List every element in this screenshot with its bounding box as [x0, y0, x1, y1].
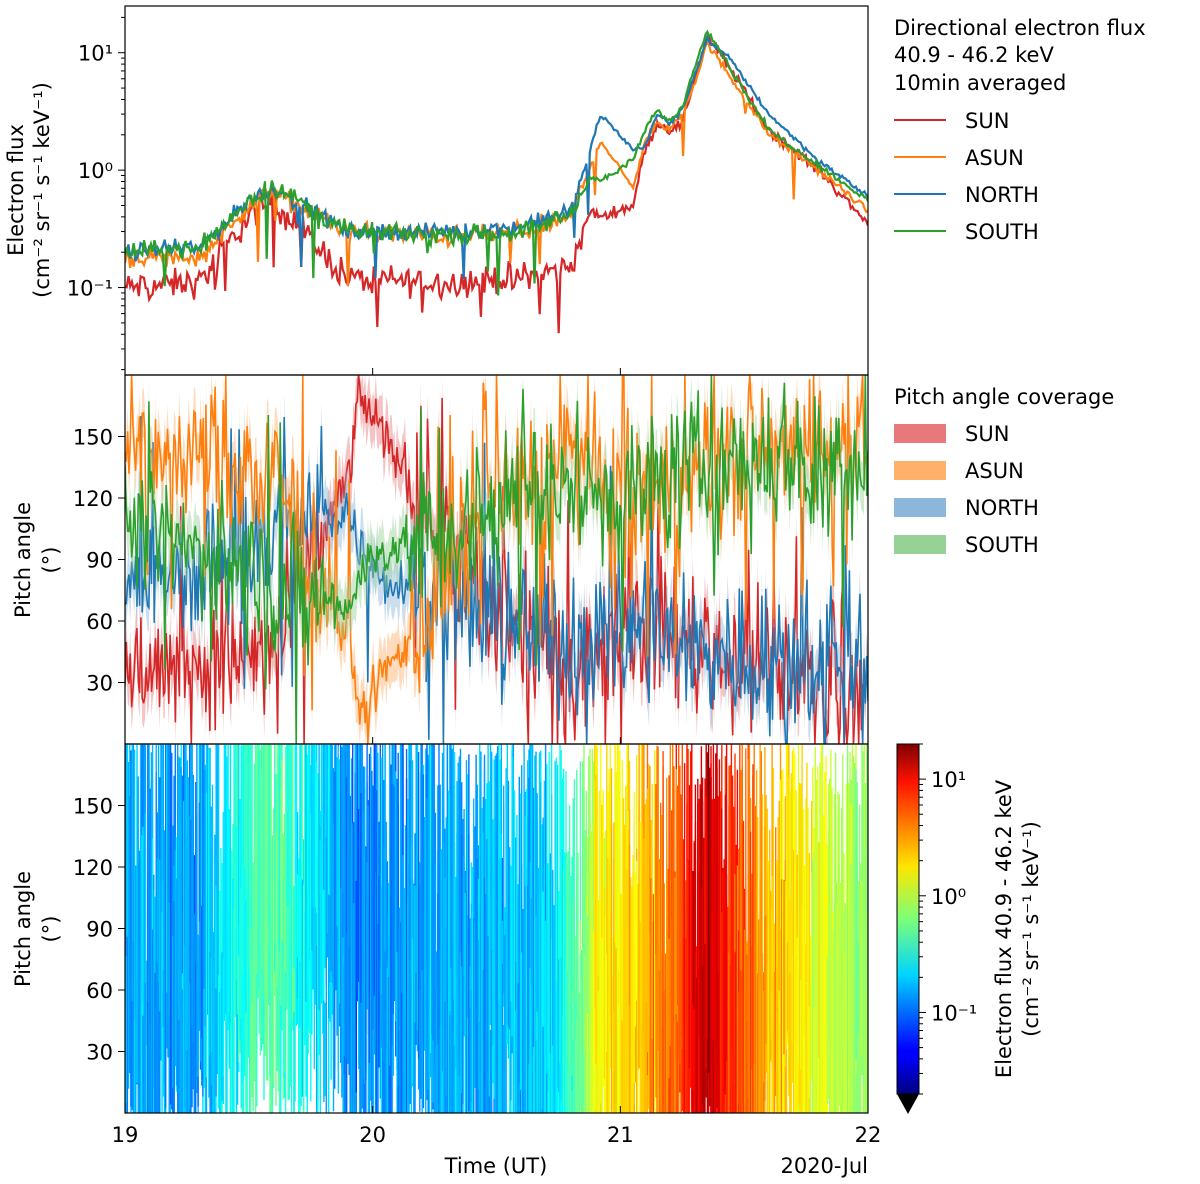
middle-ylabel-line2: (°) — [39, 547, 63, 574]
top-flux-lines — [125, 29, 868, 334]
top-legend-title-line3: 10min averaged — [894, 71, 1066, 95]
top-legend: Directional electron flux 40.9 - 46.2 ke… — [894, 16, 1146, 244]
colorbar-label-line2: (cm⁻² sr⁻¹ s⁻¹ keV⁻¹) — [1019, 821, 1043, 1037]
bottom-y-tick-label: 120 — [73, 856, 113, 880]
legend-label-north: NORTH — [965, 183, 1039, 207]
top-ylabel-line2: (cm⁻² sr⁻¹ s⁻¹ keV⁻¹) — [30, 82, 54, 298]
x-tick-label: 22 — [855, 1123, 882, 1147]
legend-patch-south — [894, 535, 946, 554]
legend-label-asun: ASUN — [965, 146, 1024, 170]
flux-line-south — [125, 29, 868, 296]
middle-y-tick-label: 90 — [86, 549, 113, 573]
top-y-tick-label: 10¹ — [78, 42, 113, 66]
x-ticks: 19 20 21 22 — [112, 368, 882, 1147]
bottom-y-tick-label: 60 — [86, 979, 113, 1003]
top-panel-frame — [124, 5, 869, 376]
top-y-tick-label: 10⁻¹ — [67, 277, 113, 301]
pitch-line-asun — [125, 375, 868, 744]
colorbar: 10⁻¹ 10⁰ 10¹ Electron flux 40.9 - 46.2 keV… — [896, 743, 1043, 1114]
date-label: 2020-Jul — [780, 1154, 868, 1178]
colorbar-tick-label: 10⁰ — [931, 885, 966, 909]
legend-label-sun: SUN — [965, 109, 1009, 133]
bottom-panel: 30 60 90 120 150 19 20 21 22 Pitch angle (°) Ti… — [11, 368, 881, 1178]
legend-patch-label-sun: SUN — [965, 422, 1009, 446]
pitch-angle-traces — [125, 375, 868, 744]
x-tick-label: 19 — [112, 1123, 139, 1147]
middle-legend: Pitch angle coverage SUN ASUN NORTH SOUT… — [894, 385, 1114, 557]
middle-y-tick-label: 60 — [86, 610, 113, 634]
bottom-y-tick-label: 90 — [86, 918, 113, 942]
pitch-band-north — [125, 391, 868, 744]
middle-y-tick-label: 120 — [73, 487, 113, 511]
top-ylabel-line1: Electron flux — [4, 124, 28, 256]
legend-label-south: SOUTH — [965, 220, 1039, 244]
legend-patch-label-north: NORTH — [965, 496, 1039, 520]
colorbar-label-line1: Electron flux 40.9 - 46.2 keV — [992, 779, 1016, 1078]
middle-ylabel-line1: Pitch angle — [11, 502, 35, 618]
middle-y-tick-label: 30 — [86, 672, 113, 696]
top-panel: 10⁻¹ 10⁰ 10¹ Electron flux (cm⁻² sr⁻¹ s⁻¹ … — [4, 5, 869, 376]
colorbar-tick-label: 10⁻¹ — [931, 1001, 977, 1025]
pitch-band-asun — [125, 375, 868, 744]
flux-line-sun — [125, 34, 868, 334]
middle-panel: 30 60 90 120 150 Pitch angle (°) — [11, 374, 869, 745]
bottom-y-tick-label: 150 — [73, 795, 113, 819]
top-legend-title-line2: 40.9 - 46.2 keV — [894, 43, 1054, 67]
pitch-line-south — [125, 375, 868, 744]
middle-legend-title: Pitch angle coverage — [894, 385, 1114, 409]
legend-patch-asun — [894, 461, 946, 480]
top-legend-title-line1: Directional electron flux — [894, 16, 1146, 40]
x-axis-label: Time (UT) — [444, 1154, 548, 1178]
top-y-ticks: 10⁻¹ 10⁰ 10¹ — [67, 16, 125, 371]
bottom-y-ticks: 30 60 90 120 150 — [73, 795, 125, 1065]
colorbar-gradient — [896, 743, 920, 1095]
colorbar-ticks: 10⁻¹ 10⁰ 10¹ — [919, 743, 977, 1095]
legend-patch-north — [894, 498, 946, 517]
middle-y-ticks: 30 60 90 120 150 — [73, 426, 125, 696]
colorbar-tick-label: 10¹ — [931, 768, 966, 792]
x-tick-label: 20 — [359, 1123, 386, 1147]
x-tick-label: 21 — [607, 1123, 634, 1147]
legend-patch-sun — [894, 424, 946, 443]
colorbar-extend-arrow — [897, 1094, 919, 1114]
bottom-ylabel-line1: Pitch angle — [11, 871, 35, 987]
legend-patch-label-asun: ASUN — [965, 459, 1024, 483]
bottom-y-tick-label: 30 — [86, 1041, 113, 1065]
pitch-angle-spectrogram — [125, 744, 868, 1113]
bottom-ylabel-line2: (°) — [39, 916, 63, 943]
middle-y-tick-label: 150 — [73, 426, 113, 450]
top-y-tick-label: 10⁰ — [78, 159, 113, 183]
legend-patch-label-south: SOUTH — [965, 533, 1039, 557]
